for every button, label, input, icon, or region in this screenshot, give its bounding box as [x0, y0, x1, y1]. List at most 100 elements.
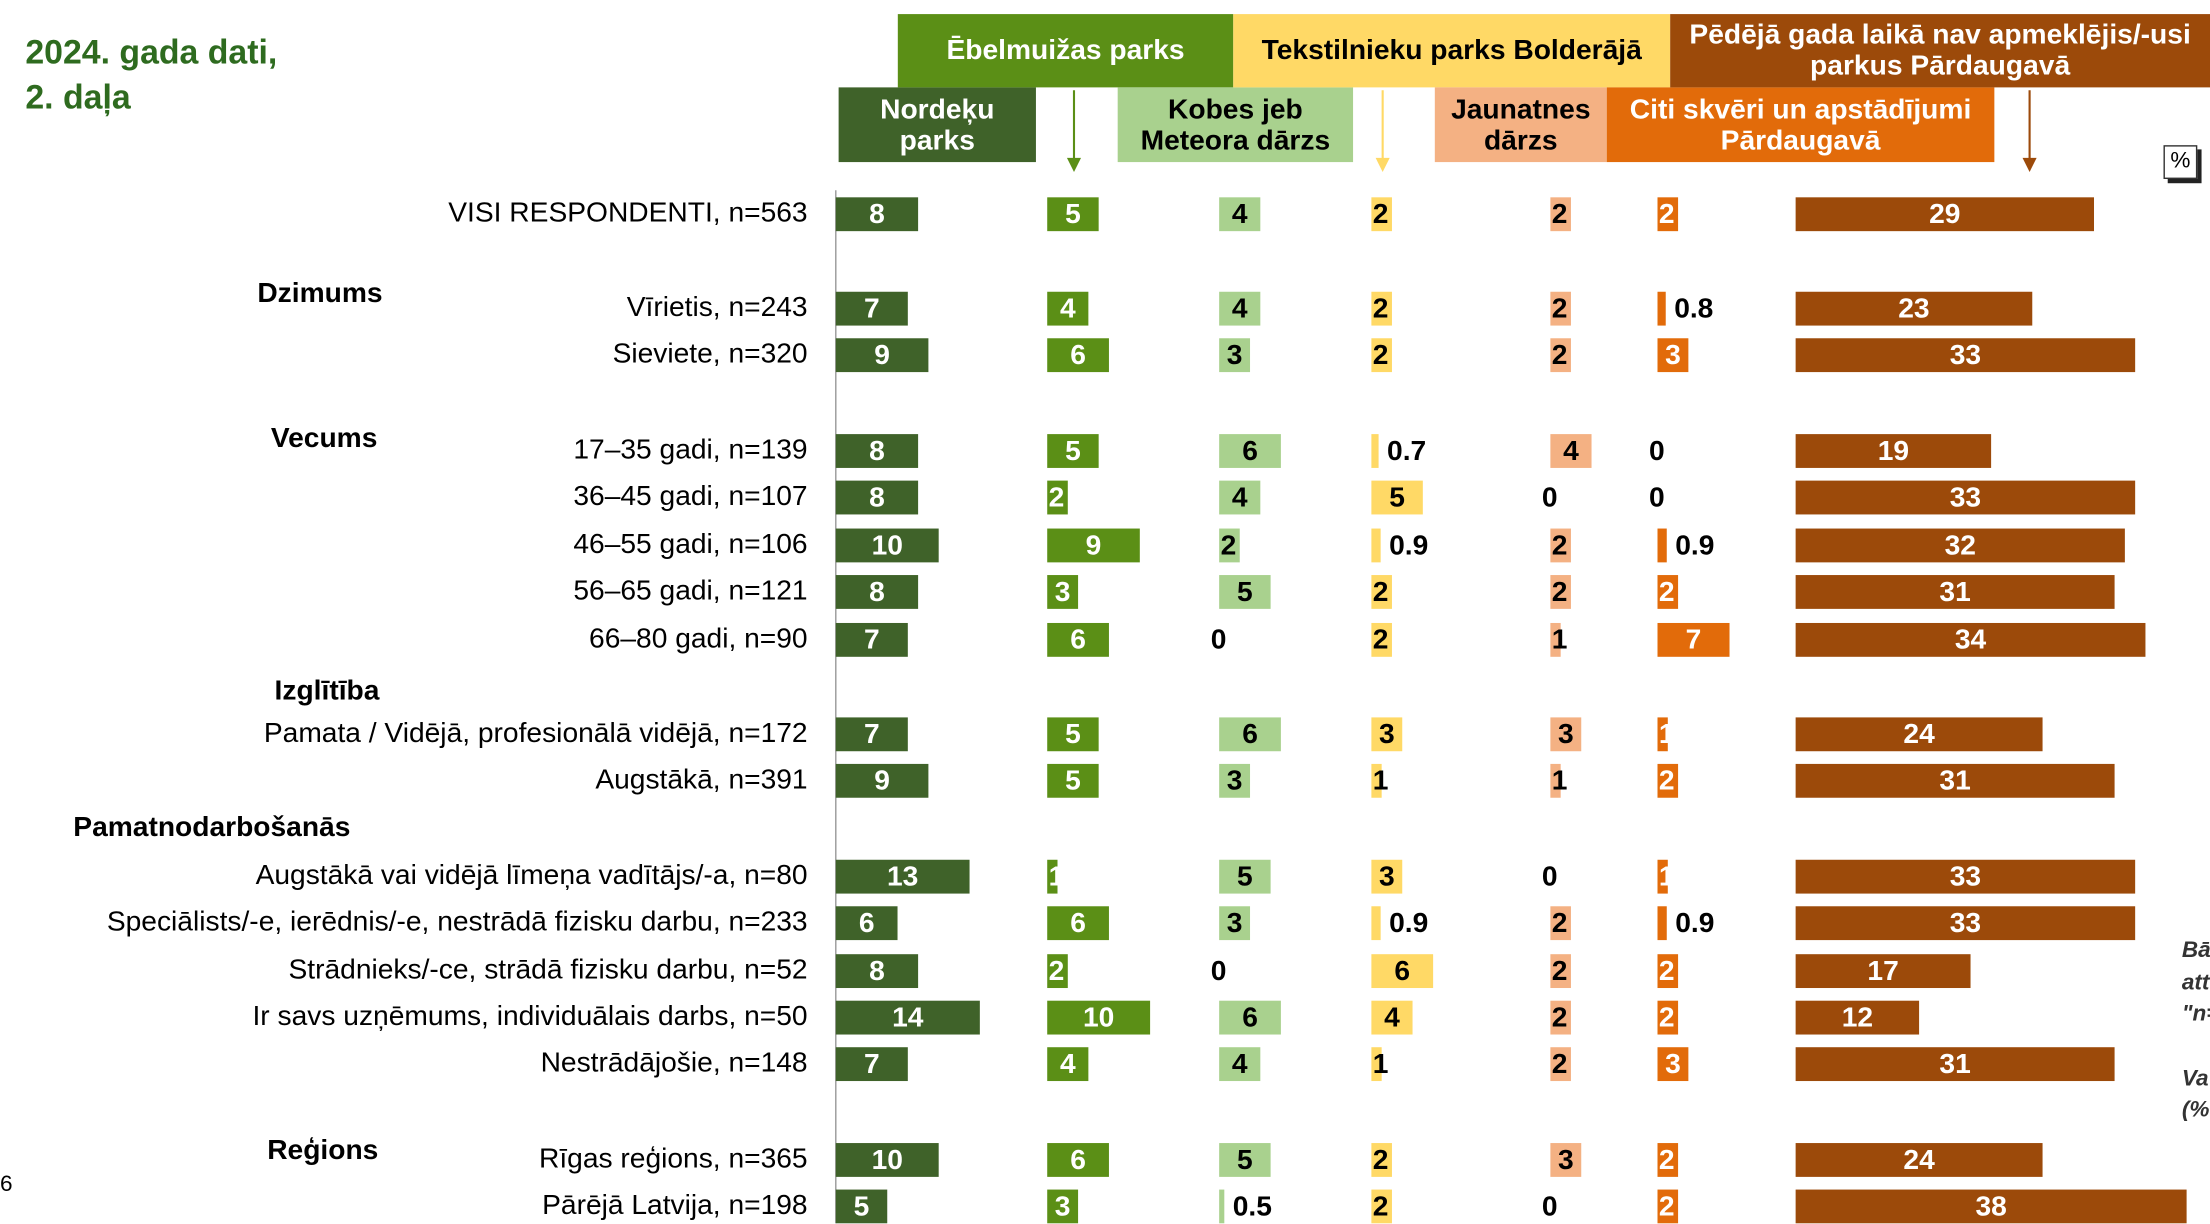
title-line: 2. daļa — [25, 78, 131, 117]
bar — [1047, 1143, 1109, 1177]
value-label: 6 — [1242, 434, 1258, 466]
bar — [1047, 197, 1099, 232]
bar — [1550, 622, 1561, 657]
bar — [1219, 1000, 1281, 1035]
value-label: 2 — [1049, 954, 1065, 986]
value-label: 6 — [1070, 1143, 1086, 1175]
series-header: Jaunatnes dārzs — [1434, 87, 1607, 163]
row-label: Pārējā Latvija, n=198 — [542, 1188, 807, 1220]
value-label: 0 — [1542, 860, 1558, 892]
value-label: 0.5 — [1233, 1189, 1272, 1221]
value-label: 9 — [874, 338, 890, 370]
bar — [1550, 291, 1571, 326]
value-label: 2 — [1552, 1047, 1568, 1079]
bar — [1795, 717, 2043, 752]
bar — [835, 1000, 980, 1035]
bar — [1371, 763, 1382, 798]
value-label: 0 — [1542, 480, 1558, 512]
value-label: 31 — [1939, 575, 1970, 607]
series-header: Pēdējā gada laikā nav apmeklējis/-usi pa… — [1670, 14, 2210, 88]
bar — [835, 1047, 908, 1082]
bar — [1219, 528, 1240, 563]
bar — [1219, 291, 1261, 326]
value-label: 9 — [874, 764, 890, 796]
bar — [1219, 480, 1261, 515]
value-label: 3 — [1227, 338, 1243, 370]
value-label: 3 — [1665, 338, 1681, 370]
bar — [1657, 622, 1730, 657]
bar — [1371, 717, 1403, 752]
value-label: 0.9 — [1675, 528, 1714, 560]
value-label: 1 — [1552, 764, 1568, 796]
bar — [1657, 763, 1679, 798]
bar — [835, 954, 919, 989]
bar — [1550, 528, 1571, 563]
bar — [835, 859, 970, 894]
value-label: 2 — [1659, 954, 1675, 986]
bar — [1371, 859, 1403, 894]
bar — [1657, 291, 1666, 326]
value-label: 8 — [869, 197, 885, 229]
bar — [1657, 717, 1668, 752]
value-label: 3 — [1055, 575, 1071, 607]
row-label: Rīgas reģions, n=365 — [539, 1141, 808, 1173]
bar — [1795, 575, 2115, 609]
value-label: 13 — [887, 860, 918, 892]
header-arrow-head — [2022, 157, 2037, 172]
value-label: 19 — [1878, 434, 1909, 466]
title-line: 2024. gada dati, — [25, 33, 278, 72]
bar — [1657, 338, 1689, 373]
bar — [1047, 480, 1068, 515]
group-label: Vecums — [271, 421, 377, 453]
value-label: 8 — [869, 480, 885, 512]
bar — [1047, 575, 1079, 609]
bar — [1219, 1143, 1271, 1177]
bar — [1657, 1189, 1679, 1224]
value-label: 29 — [1929, 197, 1960, 229]
side-note: "n= — [2181, 1002, 2210, 1027]
bar — [1219, 338, 1251, 373]
bar — [1047, 528, 1140, 563]
value-label: 4 — [1563, 434, 1579, 466]
value-label: 2 — [1373, 1189, 1389, 1221]
bar — [835, 1143, 939, 1177]
header-arrow-head — [1066, 157, 1082, 172]
bar — [1795, 338, 2136, 373]
bar — [1047, 622, 1109, 657]
bar — [1371, 906, 1381, 941]
value-label: 31 — [1939, 764, 1970, 796]
value-label: 2 — [1373, 197, 1389, 229]
value-label: 10 — [872, 528, 903, 560]
value-label: 1 — [1049, 860, 1065, 892]
value-label: 2 — [1552, 1000, 1568, 1032]
value-label: 2 — [1552, 197, 1568, 229]
value-label: 34 — [1955, 623, 1987, 655]
value-label: 5 — [1237, 575, 1253, 607]
bar — [1371, 480, 1423, 515]
bar — [1795, 434, 1992, 468]
value-label: 1 — [1373, 764, 1389, 796]
bar — [1795, 1047, 2115, 1082]
value-label: 38 — [1975, 1189, 2006, 1221]
row-label: Pamata / Vidējā, profesionālā vidējā, n=… — [264, 716, 808, 748]
value-label: 1 — [1552, 623, 1568, 655]
bar — [1795, 1189, 2187, 1224]
value-label: 23 — [1898, 292, 1929, 324]
bar — [1550, 717, 1582, 752]
value-label: 2 — [1373, 575, 1389, 607]
side-note: att — [2181, 971, 2210, 996]
bar — [1795, 480, 2136, 515]
row-label: 36–45 gadi, n=107 — [573, 479, 807, 511]
value-label: 2 — [1552, 528, 1568, 560]
value-label: 4 — [1232, 292, 1248, 324]
value-label: 2 — [1659, 575, 1675, 607]
value-label: 33 — [1950, 906, 1981, 938]
bar — [1371, 197, 1392, 232]
bar — [835, 480, 919, 515]
value-label: 4 — [1232, 480, 1248, 512]
bar — [1219, 906, 1251, 941]
bar — [835, 906, 898, 941]
bar — [1657, 954, 1679, 989]
value-label: 0 — [1211, 954, 1227, 986]
value-label: 5 — [1237, 1143, 1253, 1175]
